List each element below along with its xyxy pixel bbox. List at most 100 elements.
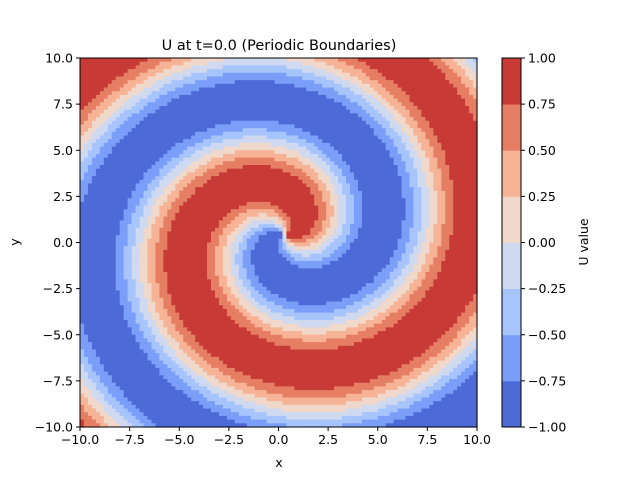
contour-cell [258, 76, 264, 81]
contour-cell [381, 83, 387, 89]
contour-cell [80, 69, 85, 74]
contour-cell [214, 212, 220, 218]
contour-cell [139, 216, 145, 221]
contour-cell [278, 128, 284, 133]
contour-cell [119, 61, 125, 66]
contour-cell [413, 94, 419, 100]
contour-cell [163, 109, 168, 114]
contour-cell [123, 165, 129, 170]
contour-cell [254, 76, 260, 81]
contour-cell [151, 183, 157, 188]
contour-cell [441, 87, 446, 92]
contour-cell [159, 87, 164, 92]
contour-cell [127, 91, 133, 96]
contour-cell [254, 176, 260, 181]
contour-cell [80, 187, 85, 192]
contour-cell [473, 231, 478, 236]
contour-cell [151, 157, 157, 162]
contour-cell [238, 198, 244, 203]
contour-cell [191, 157, 196, 162]
contour-cell [258, 238, 264, 244]
contour-cell [413, 102, 419, 107]
contour-cell [357, 157, 363, 162]
contour-cell [353, 124, 359, 129]
contour-cell [95, 131, 101, 137]
contour-cell [159, 153, 164, 159]
contour-cell [278, 117, 284, 122]
contour-cell [191, 172, 196, 177]
contour-cell [361, 176, 367, 181]
contour-cell [326, 172, 331, 177]
contour-cell [218, 238, 224, 244]
contour-cell [389, 124, 395, 129]
contour-cell [199, 61, 204, 66]
contour-cell [413, 238, 419, 244]
contour-cell [270, 131, 276, 137]
contour-cell [203, 76, 208, 81]
contour-cell [131, 209, 137, 214]
contour-cell [234, 120, 240, 126]
contour-cell [417, 124, 423, 129]
contour-cell [167, 224, 172, 229]
contour-cell [278, 91, 284, 96]
contour-cell [445, 176, 450, 181]
contour-cell [318, 227, 323, 233]
contour-cell [437, 153, 442, 159]
contour-cell [449, 187, 454, 192]
contour-cell [314, 187, 319, 192]
contour-cell [258, 209, 264, 214]
contour-cell [457, 161, 462, 166]
contour-cell [397, 102, 403, 107]
contour-cell [135, 227, 141, 233]
contour-cell [107, 168, 113, 173]
contour-cell [393, 61, 399, 66]
contour-cell [437, 80, 442, 85]
contour-cell [80, 102, 85, 107]
contour-cell [119, 102, 125, 107]
contour-cell [274, 135, 280, 140]
contour-cell [389, 235, 395, 240]
contour-cell [230, 194, 236, 199]
contour-cell [238, 165, 244, 170]
contour-cell [230, 179, 236, 185]
contour-cell [425, 76, 430, 81]
contour-cell [373, 165, 379, 170]
contour-cell [441, 157, 446, 162]
contour-cell [159, 190, 164, 196]
contour-cell [417, 142, 423, 148]
contour-cell [377, 150, 383, 155]
contour-cell [183, 231, 188, 236]
contour-cell [441, 238, 446, 244]
contour-cell [405, 190, 411, 196]
contour-cell [123, 176, 129, 181]
contour-cell [203, 128, 208, 133]
contour-cell [254, 224, 260, 229]
contour-cell [357, 128, 363, 133]
contour-cell [266, 150, 272, 155]
contour-cell [425, 124, 430, 129]
contour-cell [226, 131, 232, 137]
contour-cell [131, 194, 137, 199]
contour-cell [230, 227, 236, 233]
contour-cell [310, 135, 315, 140]
contour-cell [266, 165, 272, 170]
contour-cell [214, 58, 220, 63]
contour-cell [234, 224, 240, 229]
contour-cell [365, 227, 371, 233]
contour-cell [167, 209, 172, 214]
contour-cell [99, 161, 105, 166]
contour-cell [306, 61, 311, 66]
contour-cell [115, 190, 121, 196]
contour-cell [457, 139, 462, 144]
contour-cell [433, 209, 438, 214]
contour-cell [385, 224, 391, 229]
contour-cell [365, 91, 371, 96]
contour-cell [445, 238, 450, 244]
contour-cell [425, 157, 430, 162]
contour-cell [369, 72, 375, 78]
contour-cell [369, 172, 375, 177]
contour-cell [334, 220, 339, 225]
contour-cell [266, 238, 272, 244]
contour-cell [389, 109, 395, 114]
contour-cell [191, 105, 196, 111]
